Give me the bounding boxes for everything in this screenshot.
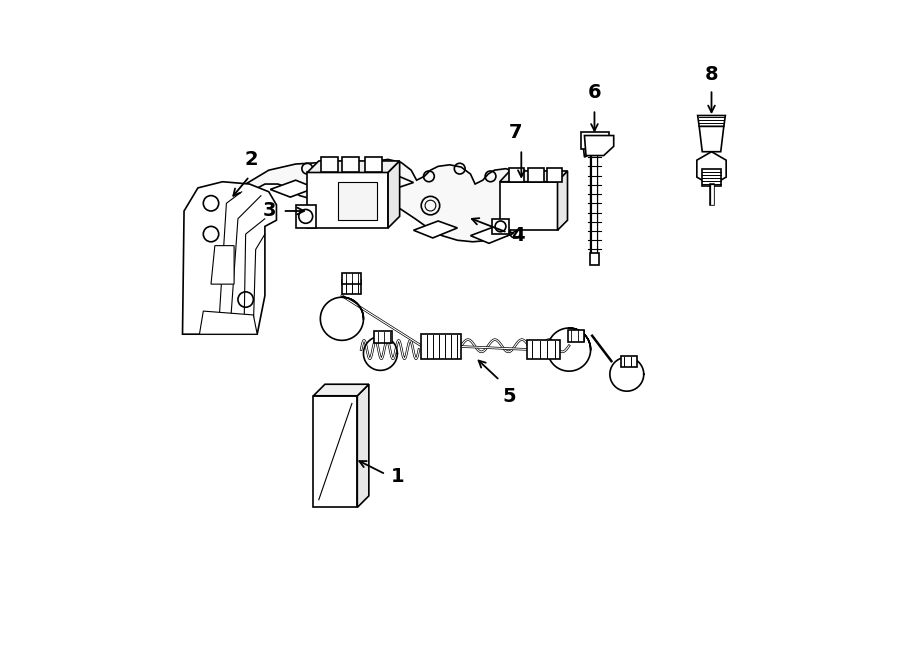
Polygon shape xyxy=(509,168,525,182)
Polygon shape xyxy=(374,331,392,344)
Polygon shape xyxy=(338,182,376,220)
Polygon shape xyxy=(421,334,461,359)
Polygon shape xyxy=(357,384,369,508)
Polygon shape xyxy=(307,173,388,228)
Polygon shape xyxy=(568,330,584,342)
Text: 4: 4 xyxy=(511,226,525,245)
Polygon shape xyxy=(342,157,359,173)
Polygon shape xyxy=(527,340,560,359)
Polygon shape xyxy=(697,152,726,186)
Polygon shape xyxy=(342,280,361,294)
Polygon shape xyxy=(388,161,400,228)
Polygon shape xyxy=(621,356,637,367)
Polygon shape xyxy=(313,396,357,508)
Polygon shape xyxy=(500,182,557,230)
Polygon shape xyxy=(270,180,315,197)
Polygon shape xyxy=(211,246,234,284)
Text: 6: 6 xyxy=(588,83,601,102)
Polygon shape xyxy=(698,116,725,126)
Polygon shape xyxy=(313,384,369,396)
Polygon shape xyxy=(500,171,568,182)
Text: 8: 8 xyxy=(705,65,718,84)
Polygon shape xyxy=(699,126,724,152)
Polygon shape xyxy=(296,205,317,228)
Polygon shape xyxy=(317,202,360,219)
Polygon shape xyxy=(471,226,514,243)
Text: 7: 7 xyxy=(508,123,522,141)
Polygon shape xyxy=(200,311,257,334)
Text: 5: 5 xyxy=(502,387,516,406)
Polygon shape xyxy=(365,157,382,173)
Polygon shape xyxy=(369,174,413,191)
Polygon shape xyxy=(307,161,400,173)
Polygon shape xyxy=(583,134,608,157)
Text: 2: 2 xyxy=(244,149,258,169)
Text: 3: 3 xyxy=(263,202,276,221)
Text: 1: 1 xyxy=(391,467,404,486)
Polygon shape xyxy=(546,168,562,182)
Polygon shape xyxy=(702,169,721,186)
Polygon shape xyxy=(590,253,599,265)
Polygon shape xyxy=(413,221,457,238)
Polygon shape xyxy=(342,272,361,284)
Polygon shape xyxy=(584,136,614,155)
Polygon shape xyxy=(557,171,568,230)
Polygon shape xyxy=(581,132,609,149)
Polygon shape xyxy=(321,157,338,173)
Polygon shape xyxy=(492,219,509,234)
Polygon shape xyxy=(183,182,276,334)
Polygon shape xyxy=(234,159,535,242)
Polygon shape xyxy=(528,168,544,182)
